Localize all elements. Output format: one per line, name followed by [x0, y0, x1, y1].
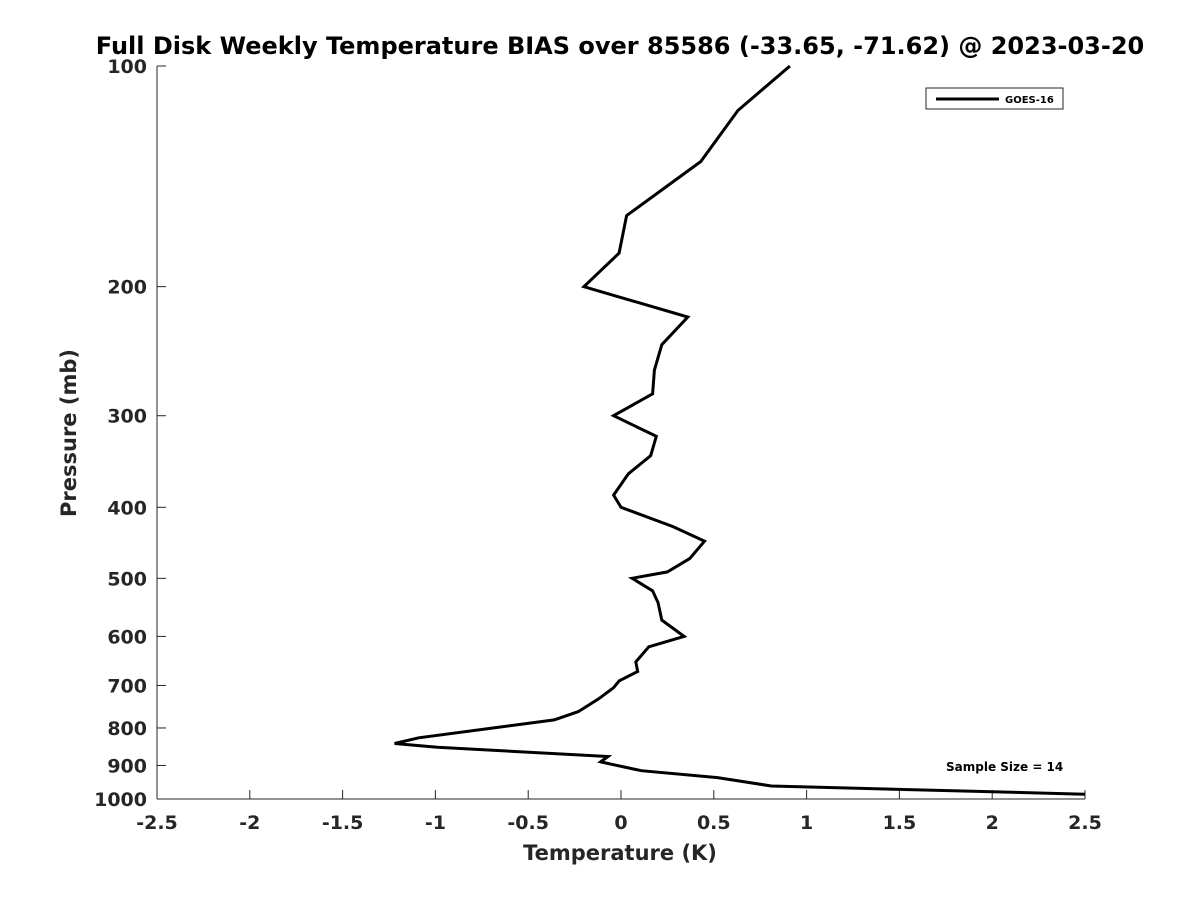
y-axis-ticks: 100 200 300 400 500 600 700 800 900 1000: [94, 56, 166, 811]
y-tick-label: 300: [107, 406, 147, 428]
axes: [156, 66, 1085, 800]
x-tick-label: 0: [614, 812, 627, 834]
y-tick-label: 100: [107, 56, 147, 78]
y-tick-label: 900: [107, 755, 147, 777]
sample-size-annotation: Sample Size = 14: [946, 760, 1063, 774]
series-line-goes-16: [394, 64, 1086, 796]
chart-title: Full Disk Weekly Temperature BIAS over 8…: [96, 32, 1144, 60]
y-tick-label: 700: [107, 675, 147, 697]
y-tick-label: 1000: [94, 789, 147, 811]
x-axis-ticks: -2.5 -2 -1.5 -1 -0.5 0 0.5 1 1.5 2 2.5: [136, 790, 1102, 834]
x-tick-label: 0.5: [697, 812, 731, 834]
y-axis-label: Pressure (mb): [57, 349, 81, 517]
x-tick-label: -1: [425, 812, 446, 834]
legend-label-goes-16: GOES-16: [1005, 95, 1054, 106]
x-axis-label: Temperature (K): [523, 841, 717, 865]
x-tick-label: -0.5: [507, 812, 549, 834]
x-tick-label: -2: [239, 812, 260, 834]
y-tick-label: 200: [107, 277, 147, 299]
series-layer: [394, 64, 1086, 796]
x-tick-label: 1.5: [883, 812, 917, 834]
y-tick-label: 600: [107, 626, 147, 648]
x-tick-label: 2: [986, 812, 999, 834]
x-tick-label: -1.5: [322, 812, 364, 834]
x-tick-label: -2.5: [136, 812, 178, 834]
x-tick-label: 1: [800, 812, 813, 834]
legend: GOES-16: [925, 87, 1064, 110]
y-tick-label: 400: [107, 497, 147, 519]
y-tick-label: 800: [107, 718, 147, 740]
x-tick-label: 2.5: [1068, 812, 1102, 834]
y-tick-label: 500: [107, 568, 147, 590]
